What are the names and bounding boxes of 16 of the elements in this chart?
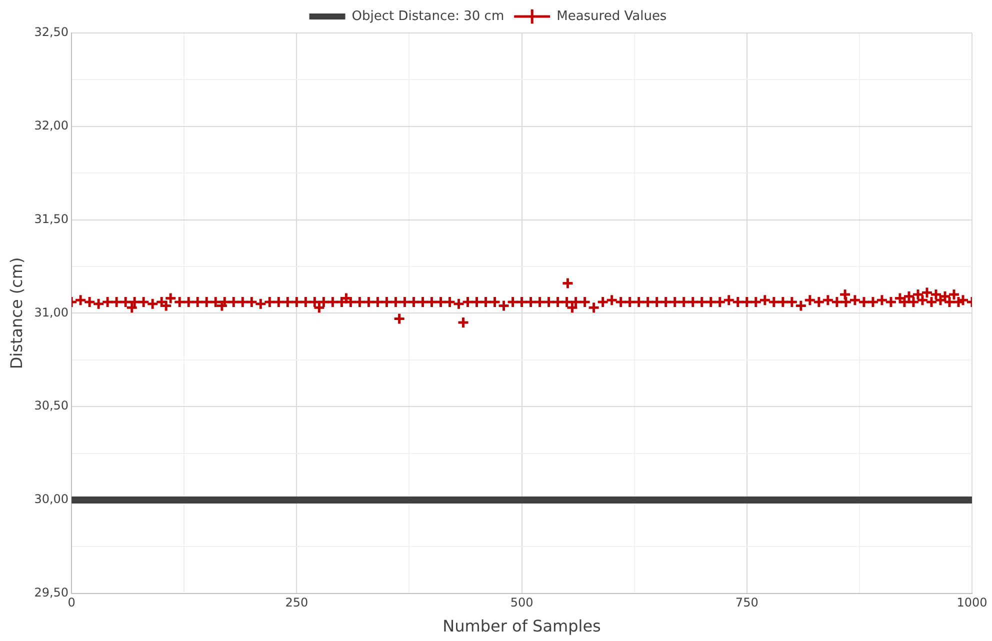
y-tick-label: 32,00 — [34, 118, 69, 133]
legend-label: Object Distance: 30 cm — [352, 8, 504, 24]
y-tick-label: 31,00 — [34, 305, 69, 320]
x-axis-title: Number of Samples — [442, 616, 601, 636]
x-tick-label: 1000 — [956, 596, 988, 610]
y-tick-label: 30,00 — [34, 492, 69, 506]
y-tick-label: 32,50 — [34, 25, 69, 40]
y-tick-label: 31,50 — [34, 212, 69, 226]
x-tick-label: 250 — [285, 596, 308, 610]
x-tick-label: 0 — [68, 596, 76, 610]
x-tick-label: 750 — [735, 596, 758, 610]
y-axis-title: Distance (cm) — [6, 257, 26, 370]
y-tick-label: 30,50 — [34, 398, 69, 413]
legend-label: Measured Values — [556, 8, 667, 24]
x-tick-label: 500 — [510, 596, 534, 610]
y-tick-label: 29,50 — [34, 586, 69, 600]
